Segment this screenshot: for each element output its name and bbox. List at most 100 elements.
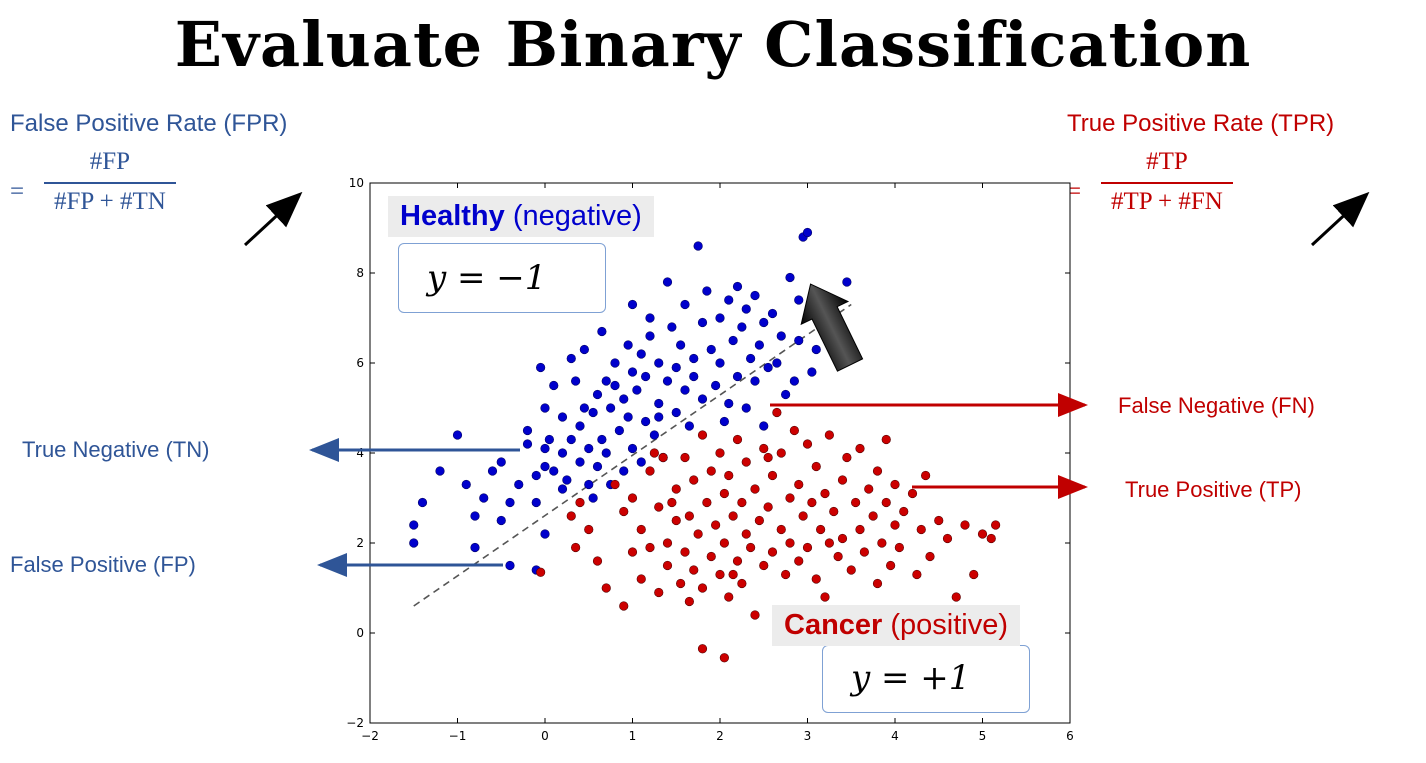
tpr-equals: = (1067, 178, 1082, 205)
fp-label: False Positive (FP) (10, 552, 196, 577)
healthy-tag: Healthy (negative) (388, 196, 654, 237)
healthy-point (654, 358, 664, 368)
healthy-point (807, 367, 817, 377)
fn-label: False Negative (FN) (1118, 393, 1315, 418)
healthy-point (619, 466, 629, 476)
cancer-point (951, 592, 961, 602)
x-tick-label: 0 (541, 729, 549, 743)
healthy-point (781, 389, 791, 400)
healthy-point (759, 421, 769, 431)
cancer-point (991, 520, 1001, 530)
cancer-point (706, 551, 716, 562)
cancer-point (592, 556, 603, 566)
cancer-point (890, 479, 900, 490)
healthy-note: (negative) (512, 200, 642, 232)
healthy-point (584, 443, 594, 454)
tpr-numerator: #TP (1146, 148, 1188, 175)
cancer-point (619, 601, 629, 611)
cancer-point (601, 583, 611, 593)
healthy-point (785, 272, 795, 283)
cancer-tag: Cancer (positive) (772, 605, 1021, 646)
cancer-point (802, 439, 813, 449)
cancer-point (728, 511, 738, 521)
healthy-point (479, 493, 489, 503)
cancer-point (907, 488, 918, 499)
healthy-point (597, 326, 607, 337)
healthy-point (789, 376, 799, 386)
cancer-point (837, 533, 848, 544)
cancer-point (881, 497, 891, 508)
cancer-point (811, 461, 821, 472)
healthy-point (461, 479, 471, 490)
healthy-point (540, 403, 550, 413)
cancer-point (706, 466, 716, 476)
healthy-point (763, 362, 773, 373)
healthy-point (802, 227, 813, 238)
healthy-point (514, 479, 524, 490)
healthy-point (641, 416, 651, 427)
direction-arrow-icon (800, 283, 864, 372)
cancer-point (662, 538, 673, 548)
healthy-point (623, 340, 633, 350)
cancer-point (697, 583, 708, 593)
cancer-point (842, 452, 852, 463)
cancer-point (571, 542, 581, 553)
healthy-point (667, 322, 677, 332)
healthy-point (680, 299, 690, 310)
x-tick-label: 1 (629, 729, 637, 743)
healthy-point (627, 443, 638, 454)
cancer-point (627, 547, 638, 557)
cancer-point (610, 479, 620, 490)
healthy-name: Healthy (400, 200, 505, 232)
healthy-point (597, 434, 607, 445)
y-tick-label: 0 (356, 626, 364, 640)
cancer-point (960, 520, 970, 530)
cancer-point (816, 524, 826, 535)
cancer-point (750, 484, 760, 494)
healthy-point (662, 376, 673, 386)
cancer-point (916, 524, 926, 535)
cancer-point (969, 569, 979, 580)
tpr-trend-arrow (1310, 191, 1370, 247)
cancer-point (649, 448, 659, 458)
healthy-point (531, 470, 541, 481)
y-tick-label: 6 (356, 356, 364, 370)
cancer-point (536, 567, 546, 577)
cancer-point (864, 484, 874, 494)
cancer-point (855, 524, 865, 535)
healthy-point (588, 407, 598, 418)
healthy-point (557, 412, 568, 422)
cancer-point (759, 560, 769, 571)
cancer-point (627, 493, 638, 503)
cancer-point (868, 511, 878, 521)
healthy-point (606, 403, 616, 413)
cancer-point (824, 430, 834, 440)
healthy-point (619, 394, 629, 404)
healthy-point (772, 358, 782, 368)
healthy-point (531, 497, 541, 508)
healthy-point (540, 461, 550, 472)
cancer-point (807, 497, 817, 508)
healthy-point (579, 344, 589, 355)
cancer-point (737, 497, 747, 508)
cancer-point (645, 466, 655, 476)
healthy-point (557, 484, 568, 494)
healthy-point (693, 241, 703, 251)
healthy-point (654, 412, 664, 422)
healthy-point (614, 425, 624, 436)
healthy-point (737, 322, 747, 332)
cancer-point (741, 457, 751, 467)
healthy-point (684, 421, 694, 431)
healthy-point (571, 376, 581, 386)
healthy-point (592, 389, 603, 400)
cancer-point (689, 565, 699, 575)
healthy-point (794, 295, 804, 305)
decision-boundary (413, 303, 852, 607)
cancer-point (763, 502, 773, 512)
cancer-point (921, 470, 931, 481)
cancer-point (794, 479, 804, 490)
healthy-point (417, 497, 428, 508)
healthy-point (496, 515, 506, 526)
cancer-point (658, 452, 668, 463)
cancer-point (693, 529, 703, 539)
